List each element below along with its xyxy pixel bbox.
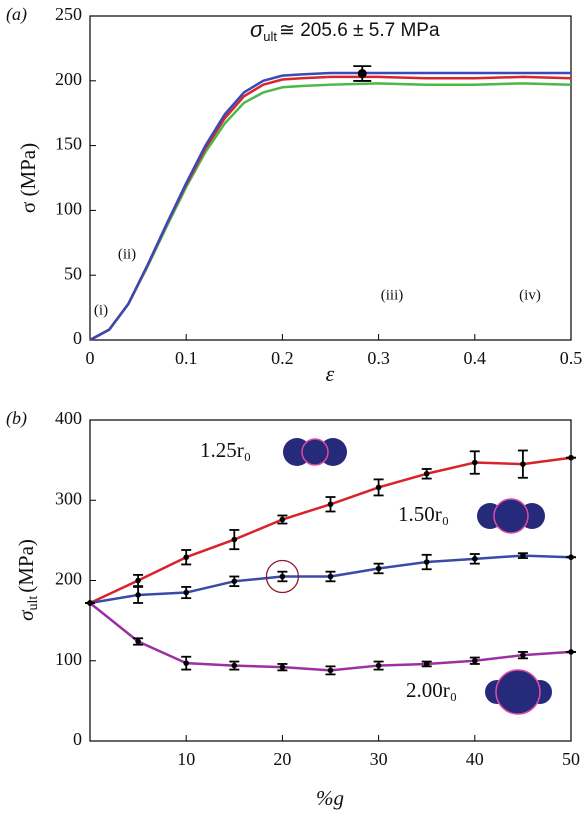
data-point bbox=[231, 578, 238, 585]
y-tick-label: 150 bbox=[55, 134, 82, 154]
data-point bbox=[135, 638, 141, 645]
x-axis-label: %g bbox=[316, 786, 344, 810]
data-point bbox=[568, 649, 574, 655]
x-tick-label: 20 bbox=[273, 749, 291, 769]
data-point bbox=[520, 552, 526, 559]
y-label-symbol: σ bbox=[14, 609, 38, 621]
annotation-symbol: σ bbox=[250, 17, 264, 42]
data-point bbox=[375, 662, 382, 669]
data-point bbox=[231, 536, 238, 543]
error-point bbox=[357, 69, 367, 79]
panel-label: (a) bbox=[6, 4, 27, 25]
data-point bbox=[472, 459, 478, 466]
series-line bbox=[89, 71, 571, 342]
molecule-center bbox=[493, 498, 529, 534]
molecule-center bbox=[495, 669, 541, 715]
y-label-subscript: ult bbox=[26, 596, 41, 611]
series-label: 1.50r₀ bbox=[398, 502, 449, 526]
highlight-circle bbox=[265, 559, 300, 594]
annotation-subscript: ult bbox=[263, 29, 277, 44]
stage-label: (i) bbox=[94, 302, 108, 318]
data-point bbox=[87, 600, 93, 606]
series-label: 2.00r₀ bbox=[406, 678, 457, 702]
data-point bbox=[423, 559, 430, 565]
x-tick-label: 40 bbox=[466, 749, 484, 769]
annotation-text: ≅ 205.6 ± 5.7 MPa bbox=[279, 20, 440, 41]
x-tick-label: 0.4 bbox=[464, 348, 487, 368]
y-tick-label: 400 bbox=[55, 408, 82, 428]
y-tick-label: 300 bbox=[55, 488, 82, 508]
data-point bbox=[135, 592, 141, 598]
x-tick-label: 50 bbox=[562, 749, 580, 769]
data-point bbox=[327, 501, 334, 508]
y-tick-label: 200 bbox=[55, 569, 82, 589]
y-tick-label: 100 bbox=[55, 199, 82, 219]
data-point bbox=[423, 661, 430, 667]
series-line bbox=[89, 82, 572, 342]
plot-frame bbox=[89, 15, 572, 341]
molecule-center bbox=[301, 438, 329, 466]
data-point bbox=[279, 664, 286, 670]
y-tick-label: 50 bbox=[64, 263, 82, 283]
stage-label: (ii) bbox=[118, 246, 136, 262]
y-axis-label: σult (MPa) bbox=[14, 539, 41, 621]
series-line bbox=[89, 75, 572, 342]
stage-label: (iii) bbox=[381, 287, 404, 303]
y-tick-label: 0 bbox=[73, 328, 82, 348]
data-point bbox=[520, 652, 526, 658]
series-label: 1.25r₀ bbox=[200, 438, 251, 462]
data-point bbox=[375, 484, 382, 491]
data-point bbox=[520, 461, 526, 467]
data-point bbox=[568, 554, 574, 561]
annotation: σult ≅ 205.6 ± 5.7 MPa bbox=[250, 17, 440, 45]
data-point bbox=[279, 516, 286, 523]
data-point bbox=[568, 454, 574, 461]
x-tick-label: 0 bbox=[86, 348, 95, 368]
stage-label: (iv) bbox=[519, 287, 541, 303]
x-tick-label: 0.2 bbox=[271, 348, 294, 368]
y-axis-label: σ (MPa) bbox=[16, 143, 40, 213]
data-point bbox=[375, 565, 382, 572]
y-label-unit: (MPa) bbox=[14, 539, 38, 593]
data-point bbox=[231, 662, 238, 669]
series-line bbox=[89, 601, 572, 672]
data-point bbox=[183, 554, 189, 561]
x-tick-label: 0.1 bbox=[175, 348, 198, 368]
x-tick-label: 0.5 bbox=[560, 348, 583, 368]
data-point bbox=[327, 667, 334, 674]
data-point bbox=[472, 657, 478, 664]
data-point bbox=[135, 577, 141, 584]
y-tick-label: 0 bbox=[73, 729, 82, 749]
data-point bbox=[279, 573, 286, 580]
data-point bbox=[327, 573, 334, 580]
x-axis-label: ε bbox=[326, 361, 335, 386]
data-point bbox=[183, 660, 189, 666]
y-tick-label: 200 bbox=[55, 69, 82, 89]
data-point bbox=[183, 589, 189, 596]
panel-label: (b) bbox=[6, 408, 27, 429]
x-tick-label: 10 bbox=[177, 749, 195, 769]
y-tick-label: 250 bbox=[55, 4, 82, 24]
y-tick-label: 100 bbox=[55, 649, 82, 669]
data-point bbox=[423, 470, 430, 477]
x-tick-label: 30 bbox=[370, 749, 388, 769]
data-point bbox=[472, 556, 478, 562]
x-tick-label: 0.3 bbox=[367, 348, 390, 368]
